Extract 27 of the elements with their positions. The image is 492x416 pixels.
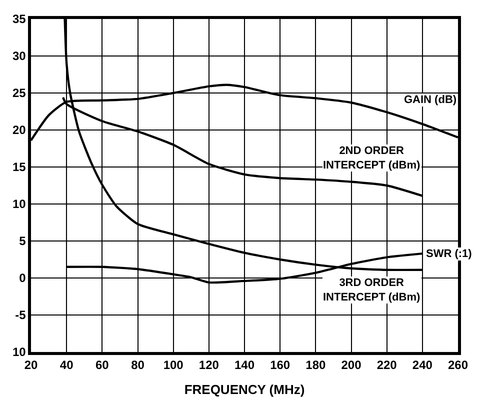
x-tick-label: 80 xyxy=(131,358,145,372)
y-tick-label: 10 xyxy=(12,345,26,360)
x-tick-label: 160 xyxy=(270,358,290,372)
series-label: GAIN (dB) xyxy=(404,94,457,106)
series-label: 2ND ORDER INTERCEPT (dBm) xyxy=(323,145,420,172)
x-tick-label: 100 xyxy=(163,358,184,372)
x-tick-label: 40 xyxy=(60,358,74,372)
y-tick-label: 30 xyxy=(12,49,26,64)
x-tick-label: 60 xyxy=(95,358,110,372)
y-tick-label: 25 xyxy=(12,86,26,100)
x-axis-title: FREQUENCY (MHz) xyxy=(184,382,305,397)
x-tick-label: 240 xyxy=(412,358,433,372)
y-tick-label: 35 xyxy=(12,12,26,26)
y-tick-label: 10 xyxy=(12,197,26,212)
x-tick-label: 120 xyxy=(198,358,220,372)
x-tick-label: 140 xyxy=(234,358,255,372)
y-tick-label: -5 xyxy=(15,308,26,322)
y-tick-label: 15 xyxy=(12,160,26,174)
x-tick-label: 200 xyxy=(341,358,362,372)
y-tick-label: 0 xyxy=(19,271,26,286)
series-label: 3RD ORDER INTERCEPT (dBm) xyxy=(323,277,420,304)
y-tick-label: 5 xyxy=(19,234,26,248)
x-tick-label: 220 xyxy=(376,358,398,372)
x-tick-label: 180 xyxy=(306,358,326,372)
series-label: SWR (:1) xyxy=(426,248,472,260)
y-tick-label: 20 xyxy=(12,123,26,138)
x-tick-label: 260 xyxy=(448,358,468,372)
